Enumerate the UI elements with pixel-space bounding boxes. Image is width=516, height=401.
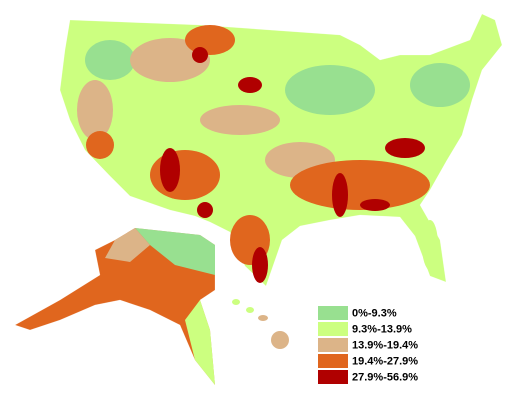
map-regions xyxy=(14,13,503,386)
region xyxy=(285,65,375,115)
region xyxy=(105,228,150,262)
region xyxy=(238,77,262,93)
legend-label: 9.3%-13.9% xyxy=(352,323,412,335)
region xyxy=(332,173,348,217)
region xyxy=(360,199,390,211)
legend-swatch xyxy=(318,322,348,336)
region xyxy=(290,160,430,210)
region xyxy=(185,300,215,385)
region xyxy=(258,315,268,321)
region xyxy=(135,228,215,275)
region xyxy=(86,131,114,159)
legend-swatch xyxy=(318,338,348,352)
region xyxy=(197,202,213,218)
legend-label: 0%-9.3% xyxy=(352,307,397,319)
region xyxy=(422,220,438,270)
region xyxy=(271,331,289,349)
legend-label: 19.4%-27.9% xyxy=(352,355,418,367)
region xyxy=(252,247,268,283)
region xyxy=(232,299,240,305)
region xyxy=(410,63,470,107)
region xyxy=(77,80,113,140)
legend-swatch xyxy=(318,306,348,320)
region xyxy=(192,47,208,63)
legend-swatch xyxy=(318,370,348,384)
region xyxy=(160,148,180,192)
legend: 0%-9.3% 9.3%-13.9% 13.9%-19.4% 19.4%-27.9% 2… xyxy=(318,306,418,384)
legend-swatch xyxy=(318,354,348,368)
region xyxy=(85,40,135,80)
region xyxy=(385,138,425,158)
region xyxy=(185,25,235,55)
region xyxy=(246,307,254,313)
legend-label: 27.9%-56.9% xyxy=(352,371,418,383)
legend-label: 13.9%-19.4% xyxy=(352,339,418,351)
region xyxy=(200,105,280,135)
region xyxy=(14,227,216,386)
